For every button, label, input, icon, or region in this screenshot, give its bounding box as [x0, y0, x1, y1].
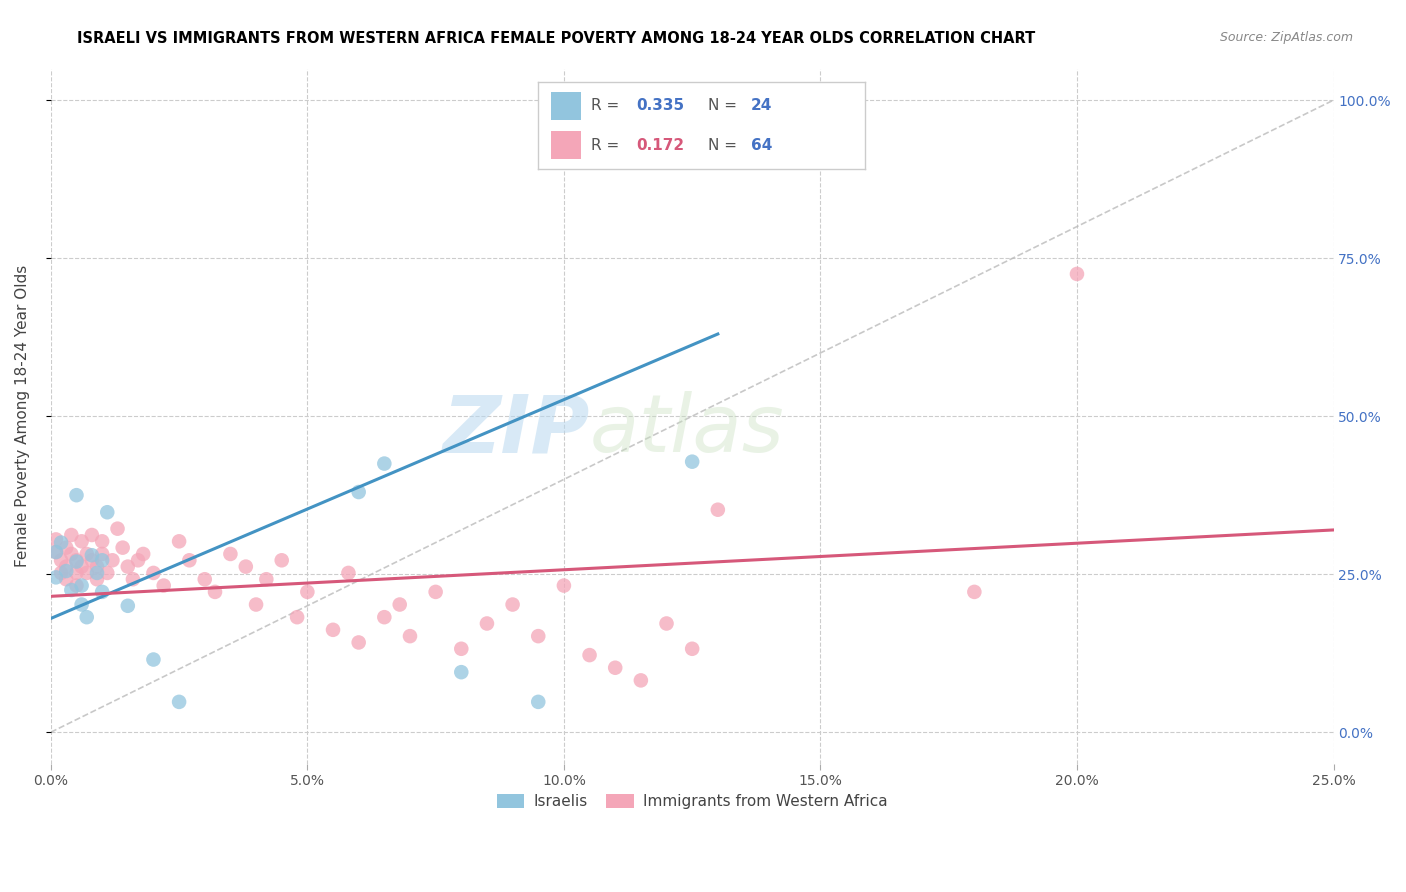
Text: atlas: atlas [589, 391, 785, 469]
Text: ZIP: ZIP [441, 391, 589, 469]
Point [388, 598, 411, 612]
Point [49, 535, 72, 549]
Point [167, 695, 190, 709]
Point [605, 661, 627, 675]
Point [553, 578, 575, 592]
Point [297, 585, 319, 599]
Point [107, 522, 129, 536]
Point [117, 559, 139, 574]
Point [963, 585, 986, 599]
Point [425, 585, 447, 599]
Point [70, 559, 93, 574]
Point [65, 578, 87, 592]
Point [45, 533, 67, 547]
Point [49, 566, 72, 580]
Point [55, 559, 77, 574]
Point [76, 566, 98, 580]
Point [578, 648, 600, 662]
Point [101, 553, 124, 567]
Point [76, 610, 98, 624]
Point [45, 570, 67, 584]
Point [55, 572, 77, 586]
Text: Source: ZipAtlas.com: Source: ZipAtlas.com [1219, 31, 1353, 45]
Point [347, 485, 370, 500]
Point [70, 534, 93, 549]
Point [86, 559, 108, 574]
Point [91, 534, 114, 549]
Point [117, 599, 139, 613]
Point [65, 488, 87, 502]
Point [49, 553, 72, 567]
Point [70, 598, 93, 612]
Point [86, 566, 108, 580]
Point [337, 566, 360, 580]
Point [122, 572, 145, 586]
Point [70, 578, 93, 592]
Point [96, 505, 118, 519]
Point [527, 695, 550, 709]
Point [80, 548, 103, 562]
Point [527, 629, 550, 643]
Point [681, 641, 703, 656]
Point [80, 553, 103, 567]
Point [65, 553, 87, 567]
Point [55, 541, 77, 555]
Point [60, 547, 83, 561]
Point [96, 566, 118, 580]
Point [707, 121, 730, 136]
Point [285, 610, 308, 624]
Point [91, 547, 114, 561]
Point [347, 635, 370, 649]
Point [55, 564, 77, 578]
Point [322, 623, 344, 637]
Point [681, 455, 703, 469]
Point [132, 547, 155, 561]
Point [450, 641, 472, 656]
Text: ISRAELI VS IMMIGRANTS FROM WESTERN AFRICA FEMALE POVERTY AMONG 18-24 YEAR OLDS C: ISRAELI VS IMMIGRANTS FROM WESTERN AFRIC… [77, 31, 1036, 46]
Point [91, 553, 114, 567]
Point [91, 585, 114, 599]
Point [655, 616, 678, 631]
Point [127, 553, 149, 567]
Point [450, 665, 472, 680]
Point [45, 545, 67, 559]
Point [707, 502, 730, 516]
Point [167, 534, 190, 549]
Point [245, 598, 267, 612]
Point [502, 598, 524, 612]
Y-axis label: Female Poverty Among 18-24 Year Olds: Female Poverty Among 18-24 Year Olds [15, 265, 30, 567]
Point [80, 528, 103, 542]
Point [254, 572, 277, 586]
Point [142, 566, 165, 580]
Point [86, 572, 108, 586]
Point [204, 585, 226, 599]
Point [65, 555, 87, 569]
Point [60, 582, 83, 597]
Point [399, 629, 422, 643]
Point [270, 553, 292, 567]
Point [194, 572, 217, 586]
Point [179, 553, 201, 567]
Point [219, 547, 242, 561]
Point [142, 652, 165, 666]
Point [111, 541, 134, 555]
Legend: Israelis, Immigrants from Western Africa: Israelis, Immigrants from Western Africa [491, 788, 894, 815]
Point [60, 528, 83, 542]
Point [1066, 267, 1088, 281]
Point [630, 673, 652, 688]
Point [373, 610, 395, 624]
Point [373, 457, 395, 471]
Point [45, 545, 67, 559]
Point [152, 578, 174, 592]
Point [475, 616, 498, 631]
Point [76, 547, 98, 561]
Point [235, 559, 257, 574]
Point [65, 566, 87, 580]
